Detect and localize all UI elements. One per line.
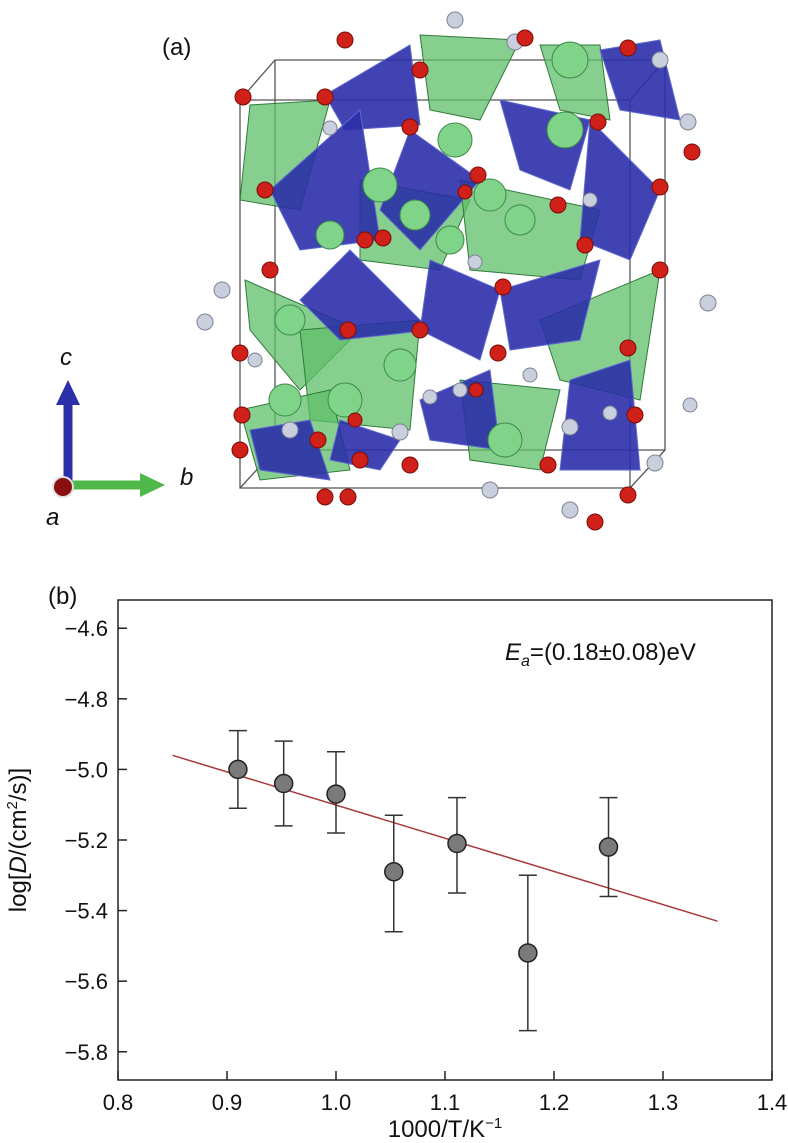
data-point (228, 759, 248, 780)
a-axis-marker (52, 476, 74, 498)
x-axis-title: 1000/T/K−1 (388, 1115, 503, 1143)
b-axis-label: b (180, 464, 193, 491)
a-axis-label: a (46, 504, 59, 531)
oxygen-atoms (231, 29, 701, 531)
y-tick-label: −5.6 (65, 969, 108, 994)
small-grey-atoms (196, 11, 717, 519)
c-axis-label: c (60, 344, 72, 371)
data-point (273, 773, 294, 794)
fit-line (172, 754, 718, 922)
c-axis-arrow (56, 380, 80, 405)
x-tick-label: 0.8 (103, 1090, 134, 1115)
y-tick-label: −4.6 (65, 616, 108, 641)
x-tick-label: 1.2 (539, 1090, 570, 1115)
y-tick-label: −5.4 (65, 899, 108, 924)
b-axis-arrow (140, 473, 165, 497)
data-points (228, 729, 619, 1032)
x-tick-label: 1.3 (648, 1090, 679, 1115)
data-point (518, 943, 538, 963)
x-axis-ticks: 0.8 0.9 1.0 1.1 1.2 1.3 1.4 (103, 1071, 788, 1115)
data-point (598, 837, 619, 857)
y-axis-title: log[D/(cm2/s)] (4, 768, 32, 912)
data-point (447, 833, 467, 854)
activation-energy-annotation: Ea=(0.18±0.08)eV (505, 639, 696, 670)
blue-polyhedra (249, 39, 681, 481)
y-tick-label: −5.0 (65, 757, 108, 782)
y-tick-label: −4.8 (65, 687, 108, 712)
y-tick-label: −5.8 (65, 1040, 108, 1065)
crystal-structure-illustration: c b a (46, 11, 717, 531)
large-atoms (268, 41, 589, 458)
x-tick-label: 1.0 (321, 1090, 352, 1115)
data-point (326, 784, 346, 804)
axis-indicator: c b a (46, 344, 193, 531)
x-tick-label: 1.1 (430, 1090, 461, 1115)
x-tick-label: 1.4 (757, 1090, 788, 1115)
panel-b-label: (b) (48, 583, 78, 610)
panel-a-label: (a) (162, 34, 192, 61)
diffusion-arrhenius-plot: −4.6 −4.8 −5.0 −5.2 −5.4 −5.6 −5.8 0.8 0.9 1.0 1.… (4, 599, 788, 1143)
plot-frame (117, 599, 773, 1081)
y-tick-label: −5.2 (65, 828, 108, 853)
y-axis-ticks: −4.6 −4.8 −5.0 −5.2 −5.4 −5.6 −5.8 (65, 616, 127, 1065)
data-point (384, 862, 404, 882)
x-tick-label: 0.9 (212, 1090, 243, 1115)
